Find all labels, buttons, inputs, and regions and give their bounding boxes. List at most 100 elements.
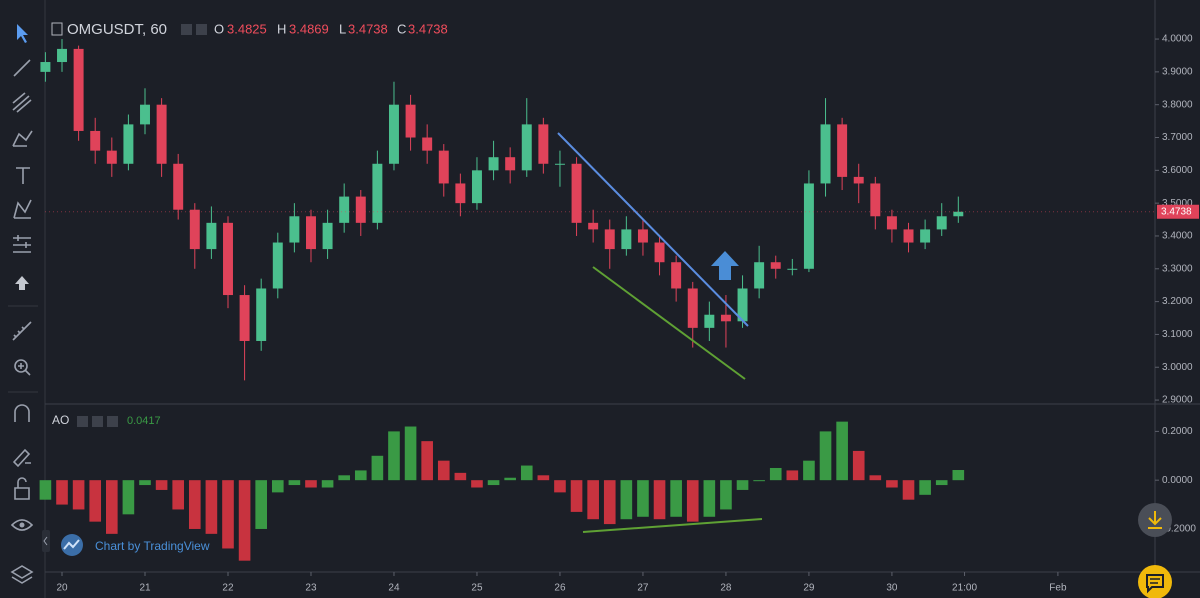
ao-bar — [736, 480, 749, 490]
candle-body — [471, 170, 482, 204]
collapse-arrow — [43, 536, 48, 546]
candle-body — [554, 163, 565, 165]
support-trendline — [592, 266, 746, 380]
candle-body — [223, 222, 233, 296]
cursor-tool[interactable] — [17, 24, 28, 43]
brush-tool[interactable] — [12, 130, 33, 147]
ao-bar — [72, 480, 85, 510]
y-tick-label: 0.2000 — [1162, 426, 1193, 437]
x-tick-label: 26 — [554, 583, 566, 594]
candle-body — [40, 62, 51, 72]
legend-button[interactable] — [181, 24, 192, 35]
candle-body — [455, 183, 466, 204]
lock-tool[interactable] — [14, 477, 30, 500]
ao-bar — [305, 480, 317, 488]
candle-body — [140, 104, 150, 125]
candle-body — [272, 242, 283, 289]
ao-bar — [155, 480, 168, 490]
ao-bar — [935, 480, 948, 486]
legend-button[interactable] — [107, 416, 118, 427]
watermark-text[interactable]: Chart by TradingView — [95, 539, 210, 553]
candle-body — [820, 124, 831, 184]
indicator-value: 0.0417 — [127, 415, 161, 427]
ao-bar — [886, 480, 898, 488]
visibility-tool[interactable] — [10, 519, 34, 531]
text-tool[interactable] — [16, 167, 30, 184]
ao-bar — [388, 431, 400, 481]
x-tick-label: 29 — [803, 583, 815, 594]
chat-icon-lines — [1150, 578, 1160, 584]
candle-body — [920, 229, 931, 243]
ao-bar — [620, 480, 633, 520]
candle-body — [671, 262, 682, 289]
legend-button[interactable] — [196, 24, 207, 35]
ohlc-value: 3.4738 — [408, 21, 448, 36]
ao-bar — [255, 480, 267, 529]
legend-button[interactable] — [92, 416, 103, 427]
candle-body — [571, 163, 582, 223]
zoom-tool-handle — [18, 363, 31, 376]
ao-bar — [39, 480, 52, 500]
symbol-icon[interactable] — [51, 22, 63, 36]
candle-body — [787, 268, 798, 270]
last-price-tag — [1157, 204, 1199, 219]
ohlc-label: L — [339, 21, 346, 36]
lock-draw-tool[interactable] — [12, 448, 31, 468]
x-tick-label: 23 — [305, 583, 317, 594]
y-tick-label: 3.8000 — [1162, 99, 1193, 110]
zoom-tool[interactable] — [14, 359, 28, 373]
y-tick-label: 3.7000 — [1162, 132, 1193, 143]
layers-tool[interactable] — [10, 565, 34, 584]
candle-body — [73, 48, 84, 131]
trendline-tool[interactable] — [13, 59, 31, 77]
pattern-tool[interactable] — [13, 199, 32, 219]
candle-body — [687, 288, 698, 328]
legend-button[interactable] — [77, 416, 88, 427]
fib-tool[interactable] — [12, 92, 32, 113]
chat-button[interactable] — [1138, 565, 1172, 598]
candle-body — [90, 130, 101, 151]
y-tick-label: 3.2000 — [1162, 296, 1193, 307]
ao-bar — [852, 450, 865, 481]
chart-marks: 4.0000 3.9000 3.8000 3.7000 3.6000 3.5000 3.40… — [39, 34, 1196, 594]
candle-body — [588, 222, 599, 230]
ohlc-value: 3.4869 — [289, 21, 329, 36]
y-tick-label: 3.5000 — [1162, 198, 1193, 209]
magnet-tool[interactable] — [14, 404, 30, 422]
scroll-icon — [1148, 511, 1162, 529]
ao-bar — [487, 480, 500, 486]
prediction-tool[interactable] — [13, 235, 31, 253]
candle-body — [953, 211, 964, 217]
icon-tool[interactable] — [15, 276, 29, 290]
ao-bar — [753, 480, 765, 482]
ao-bar — [537, 475, 550, 481]
x-tick-label: 21 — [139, 583, 151, 594]
collapse-tab[interactable] — [42, 530, 50, 552]
candle-body — [505, 157, 516, 171]
ohlc-value: 3.4825 — [227, 21, 267, 36]
candle-body — [438, 150, 449, 184]
candle-body — [720, 314, 731, 322]
ao-bar — [205, 480, 218, 534]
ao-bar — [769, 467, 782, 481]
ao-bar — [836, 421, 848, 481]
candle-body — [339, 196, 350, 223]
y-tick-label: 3.6000 — [1162, 165, 1193, 176]
x-tick-label: 28 — [720, 583, 732, 594]
ao-bar — [554, 480, 566, 493]
legend: OMGUSDT, 60 O 3.4825 H 3.4869 L 3.4738 C… — [51, 21, 448, 38]
measure-tool[interactable] — [12, 321, 32, 341]
candle-body — [654, 242, 665, 263]
x-tick-label: 21:00 — [952, 583, 977, 594]
y-tick-label: -0.2000 — [1162, 524, 1196, 535]
last-price-label: 3.4738 — [1161, 206, 1192, 217]
ao-bar — [338, 475, 350, 481]
ohlc-label: O — [214, 21, 224, 36]
ao-bar — [520, 465, 533, 481]
candle-body — [123, 124, 134, 164]
visibility-tool-pupil — [19, 522, 25, 528]
ao-bar — [454, 472, 467, 481]
candle-body — [737, 288, 748, 322]
